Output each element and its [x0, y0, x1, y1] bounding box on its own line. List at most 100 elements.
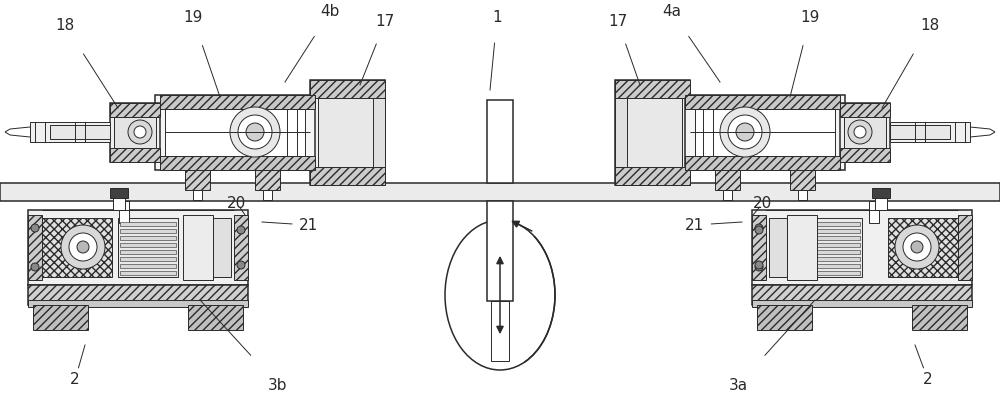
Text: 2: 2 [923, 373, 933, 387]
Bar [804, 222, 860, 226]
Circle shape [854, 126, 866, 138]
Bar [28, 285, 248, 305]
Bar [804, 250, 860, 254]
Bar [872, 188, 890, 198]
Circle shape [69, 233, 97, 261]
Bar [42, 218, 112, 277]
Bar [310, 167, 385, 185]
Bar [491, 301, 509, 361]
Bar [110, 103, 160, 162]
Bar [160, 156, 315, 170]
Text: 17: 17 [608, 14, 628, 30]
Bar [120, 264, 176, 268]
Bar [890, 125, 950, 139]
Circle shape [720, 107, 770, 157]
Circle shape [61, 225, 105, 269]
Text: 3b: 3b [268, 377, 288, 393]
Text: 21: 21 [298, 217, 318, 233]
Bar [120, 257, 176, 261]
Bar [183, 215, 213, 280]
Bar [888, 218, 958, 277]
Circle shape [895, 225, 939, 269]
Bar [615, 98, 627, 167]
Bar [804, 229, 860, 233]
Circle shape [848, 120, 872, 144]
Text: 4b: 4b [320, 4, 340, 20]
Bar [50, 125, 110, 139]
Bar [487, 100, 513, 183]
Circle shape [755, 263, 763, 271]
Bar [118, 218, 178, 277]
Bar [487, 201, 513, 301]
Bar [840, 148, 890, 162]
Text: 18: 18 [920, 18, 940, 32]
Bar [804, 243, 860, 247]
Bar [113, 196, 125, 210]
Circle shape [911, 241, 923, 253]
Text: 19: 19 [800, 10, 820, 26]
Bar [715, 170, 740, 190]
Bar [804, 264, 860, 268]
Bar [890, 122, 970, 142]
Bar [373, 98, 385, 167]
Bar [165, 109, 305, 156]
Bar [875, 196, 887, 210]
Bar [28, 300, 248, 307]
Circle shape [903, 233, 931, 261]
Circle shape [237, 226, 245, 234]
Bar [840, 103, 890, 117]
Bar [804, 236, 860, 240]
Text: 1: 1 [492, 10, 502, 26]
Text: 2: 2 [70, 373, 80, 387]
Bar [114, 117, 156, 148]
Bar [623, 98, 682, 167]
Bar [769, 218, 787, 277]
Circle shape [134, 126, 146, 138]
Bar [120, 222, 176, 226]
Bar [912, 305, 967, 330]
Text: 3a: 3a [728, 377, 748, 393]
Bar [120, 243, 176, 247]
Bar [685, 156, 840, 170]
Circle shape [755, 261, 763, 269]
Circle shape [77, 241, 89, 253]
Circle shape [238, 115, 272, 149]
Bar [213, 218, 231, 277]
Bar [234, 215, 248, 280]
Circle shape [755, 226, 763, 234]
Bar [30, 122, 110, 142]
Bar [787, 215, 817, 280]
Circle shape [128, 120, 152, 144]
Text: 18: 18 [55, 18, 75, 32]
Bar [0, 183, 1000, 201]
Bar [844, 117, 886, 148]
Bar [28, 215, 42, 280]
Circle shape [237, 261, 245, 269]
Bar [685, 95, 840, 109]
Bar [840, 103, 890, 162]
Bar [752, 215, 766, 280]
Circle shape [31, 224, 39, 232]
Bar [695, 109, 835, 156]
Bar [160, 95, 315, 109]
Bar [110, 148, 160, 162]
Bar [723, 190, 732, 200]
Bar [263, 190, 272, 200]
Bar [752, 300, 972, 307]
Bar [110, 103, 160, 117]
Bar [615, 80, 690, 185]
Bar [615, 167, 690, 185]
Bar [28, 210, 248, 285]
Bar [310, 80, 385, 98]
Text: 4a: 4a [662, 4, 682, 20]
Text: 19: 19 [183, 10, 203, 26]
Circle shape [728, 115, 762, 149]
Bar [155, 95, 315, 170]
Bar [120, 271, 176, 275]
Bar [798, 190, 807, 200]
Bar [33, 305, 88, 330]
Bar [804, 257, 860, 261]
Circle shape [230, 107, 280, 157]
Bar [615, 80, 690, 98]
Bar [958, 215, 972, 280]
